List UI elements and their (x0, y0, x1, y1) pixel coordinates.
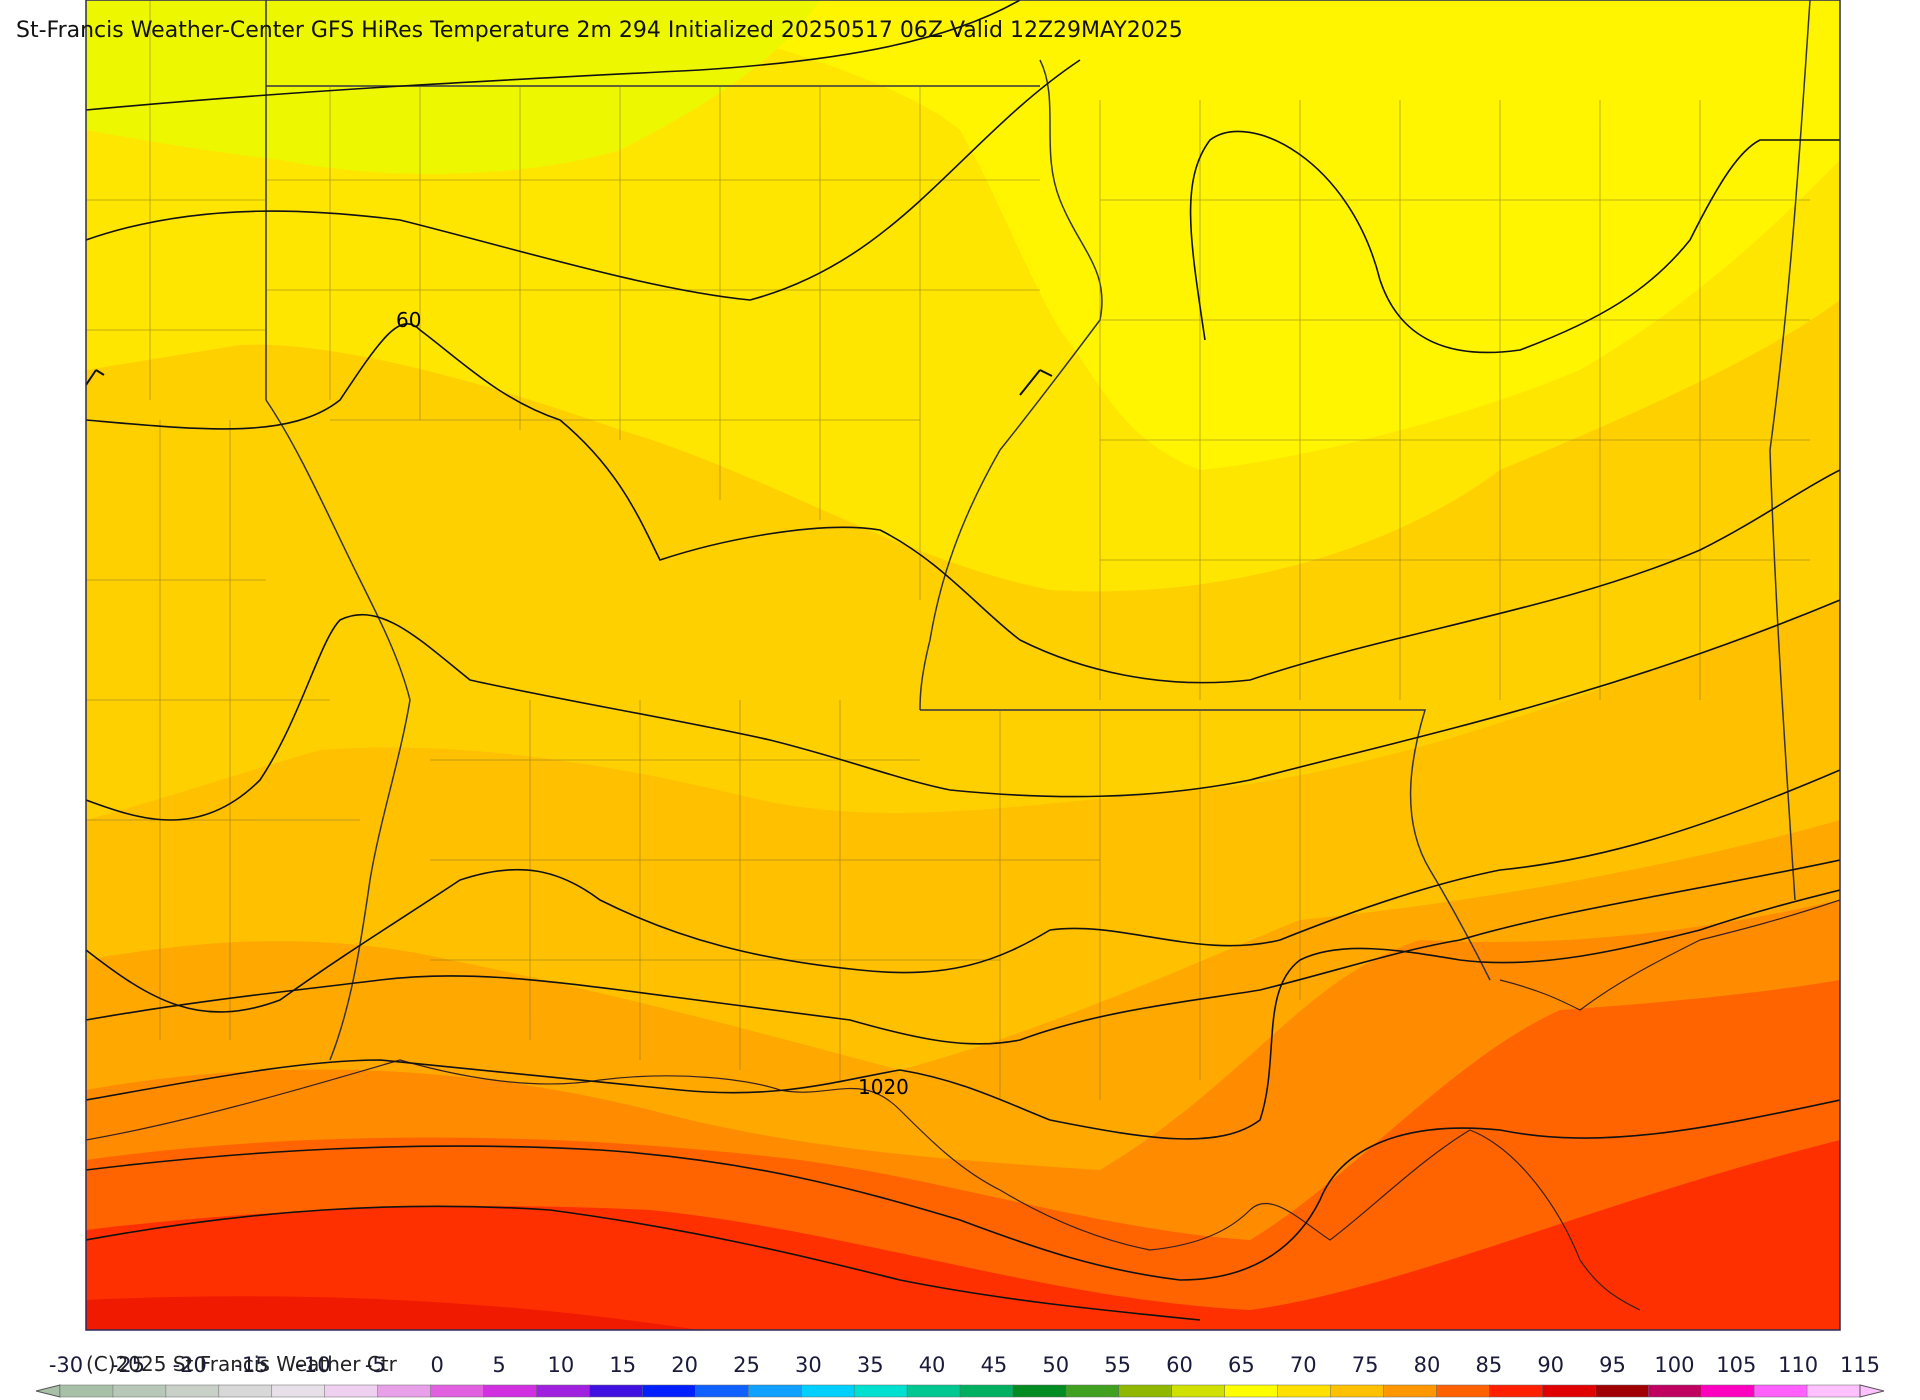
colorbar-tick-label: 110 (1778, 1353, 1818, 1377)
contour-lines (86, 0, 1840, 1321)
colorbar-tick-label: -25 (111, 1353, 145, 1377)
colorbar-swatch (218, 1384, 273, 1398)
colorbar-swatch (1436, 1384, 1491, 1398)
colorbar-tick-label: 95 (1599, 1353, 1626, 1377)
contour-7 (86, 859, 1840, 1045)
colorbar-swatch (747, 1384, 802, 1398)
colorbar-swatch (112, 1384, 167, 1398)
colorbar-swatch (589, 1384, 644, 1398)
colorbar-swatch (324, 1384, 379, 1398)
colorbar-tick-label: 0 (430, 1353, 443, 1377)
colorbar-swatch (1012, 1384, 1067, 1398)
colorbar-tick-label: 105 (1716, 1353, 1756, 1377)
colorbar-swatch (1065, 1384, 1120, 1398)
contour-10 (86, 1205, 1201, 1321)
colorbar-tick-label: -15 (234, 1353, 268, 1377)
contour-9 (86, 1099, 1840, 1281)
border-tx-la (265, 399, 411, 1061)
colorbar-swatch (1647, 1384, 1702, 1398)
contour-5 (86, 599, 1840, 821)
colorbar-tick-label: 65 (1228, 1353, 1255, 1377)
map-frame (85, 0, 1841, 1331)
colorbar-swatch (1171, 1384, 1226, 1398)
colorbar-swatch (1700, 1384, 1755, 1398)
colorbar-swatch (483, 1384, 538, 1398)
colorbar-tick-label: 40 (919, 1353, 946, 1377)
colorbar-swatch (536, 1384, 591, 1398)
colorbar-tick-label: 35 (857, 1353, 884, 1377)
colorbar-swatch (430, 1384, 485, 1398)
colorbar-swatch (853, 1384, 908, 1398)
colorbar-swatch (1224, 1384, 1279, 1398)
colorbar-tick-label: 80 (1414, 1353, 1441, 1377)
fill-band-north (86, 0, 820, 174)
colorbar-tick-label: 15 (609, 1353, 636, 1377)
contour-2 (86, 59, 1081, 301)
temperature-colorbar: -30 -25 -20 -15 -10 -5 0 5 10 15 20 25 30 35 40 45 50 55 6… (35, 1353, 1885, 1398)
colorbar-swatch (642, 1384, 697, 1398)
contour-3 (86, 323, 1840, 684)
colorbar-tick-label: 20 (671, 1353, 698, 1377)
contour-label-60: 60 (396, 308, 421, 332)
colorbar-swatch (1542, 1384, 1597, 1398)
colorbar-tick-label: 30 (795, 1353, 822, 1377)
colorbar-swatch (59, 1384, 114, 1398)
fill-band-red (86, 1140, 1840, 1330)
contour-6 (86, 769, 1840, 1013)
colorbar-tick-label: 75 (1352, 1353, 1379, 1377)
wind-barbs (86, 369, 1053, 396)
colorbar-tick-label: 50 (1042, 1353, 1069, 1377)
colorbar-swatch (906, 1384, 961, 1398)
colorbar-tick-label: 100 (1654, 1353, 1694, 1377)
map-title: St-Francis Weather-Center GFS HiRes Temp… (16, 18, 1183, 43)
colorbar-right-arrow (1859, 1384, 1885, 1398)
border-ms-al (1769, 0, 1811, 901)
fill-band-deep-red (86, 1296, 700, 1330)
contour-label-1020: 1020 (858, 1075, 909, 1099)
colorbar-tick-label: 25 (733, 1353, 760, 1377)
copyright-text: (C)2025 St Francis Weather Ctr (86, 1352, 397, 1376)
colorbar-tick-label: 5 (492, 1353, 505, 1377)
border-ar-ms-river (919, 59, 1103, 711)
colorbar-tick-label: -5 (365, 1353, 386, 1377)
border-la-ms (920, 709, 1491, 981)
colorbar-tick-label: 60 (1166, 1353, 1193, 1377)
colorbar-swatch (1489, 1384, 1544, 1398)
colorbar-tick-label: 70 (1290, 1353, 1317, 1377)
colorbar-tick-label: -10 (296, 1353, 330, 1377)
colorbar-tick-label: 90 (1537, 1353, 1564, 1377)
colorbar-swatch (695, 1384, 749, 1398)
colorbar-left-arrow (35, 1384, 61, 1398)
colorbar-tick-label: 10 (548, 1353, 575, 1377)
colorbar-tick-label: -30 (49, 1353, 83, 1377)
colorbar-swatches (35, 1384, 1885, 1398)
contour-1 (86, 0, 1021, 111)
colorbar-swatch (1277, 1384, 1332, 1398)
wind-barb-central (1019, 369, 1053, 396)
colorbar-swatch (800, 1384, 855, 1398)
colorbar-swatch (1806, 1384, 1861, 1398)
colorbar-tick-label: 85 (1475, 1353, 1502, 1377)
colorbar-swatch (959, 1384, 1014, 1398)
colorbar-tick-label: -20 (173, 1353, 207, 1377)
colorbar-swatch (1383, 1384, 1438, 1398)
colorbar-swatch (165, 1384, 220, 1398)
coastline (86, 899, 1840, 1311)
contour-4 (1189, 130, 1840, 354)
colorbar-tick-label: 45 (981, 1353, 1008, 1377)
fill-band-bright (600, 0, 1840, 470)
colorbar-swatch (271, 1384, 326, 1398)
wind-barb-west (86, 369, 105, 386)
colorbar-swatch (1330, 1384, 1385, 1398)
colorbar-swatch (377, 1384, 432, 1398)
colorbar-tick-label: 115 (1840, 1353, 1880, 1377)
colorbar-swatch (1118, 1384, 1173, 1398)
colorbar-swatch (1753, 1384, 1808, 1398)
colorbar-swatch (1595, 1384, 1649, 1398)
colorbar-tick-labels: -30 -25 -20 -15 -10 -5 0 5 10 15 20 25 30 35 40 45 50 55 6… (49, 1353, 1880, 1377)
temperature-map: 60 1020 (85, 0, 1841, 1331)
contour-8 (86, 889, 1840, 1140)
colorbar-tick-label: 55 (1104, 1353, 1131, 1377)
county-borders (86, 0, 1840, 1100)
